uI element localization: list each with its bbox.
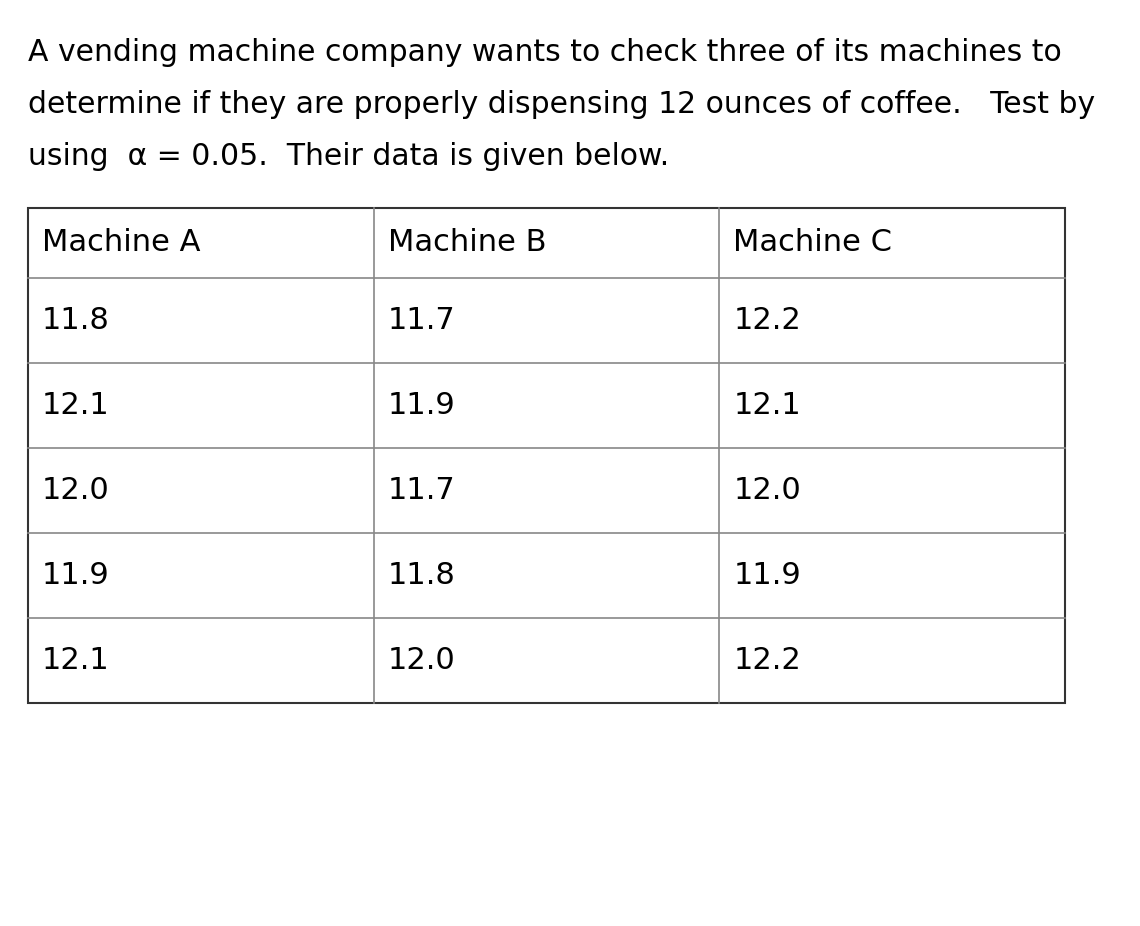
Text: 12.1: 12.1 (733, 391, 801, 420)
Text: 12.0: 12.0 (42, 476, 109, 505)
Text: 11.9: 11.9 (42, 561, 109, 590)
Text: 12.1: 12.1 (42, 646, 109, 675)
Text: 11.8: 11.8 (388, 561, 456, 590)
Text: 11.9: 11.9 (733, 561, 801, 590)
Text: 12.2: 12.2 (733, 646, 801, 675)
Text: 12.0: 12.0 (733, 476, 801, 505)
Text: 11.9: 11.9 (388, 391, 455, 420)
Text: Machine A: Machine A (42, 229, 201, 257)
Text: determine if they are properly dispensing 12 ounces of coffee.   Test by: determine if they are properly dispensin… (28, 90, 1096, 119)
Text: 12.0: 12.0 (388, 646, 455, 675)
Text: Machine C: Machine C (733, 229, 893, 257)
Text: using  α = 0.05.  Their data is given below.: using α = 0.05. Their data is given belo… (28, 142, 669, 171)
Text: 12.1: 12.1 (42, 391, 109, 420)
Text: 11.7: 11.7 (388, 476, 455, 505)
Text: 11.7: 11.7 (388, 306, 455, 335)
Text: A vending machine company wants to check three of its machines to: A vending machine company wants to check… (28, 38, 1061, 67)
Text: 12.2: 12.2 (733, 306, 801, 335)
Text: 11.8: 11.8 (42, 306, 109, 335)
Text: Machine B: Machine B (388, 229, 546, 257)
